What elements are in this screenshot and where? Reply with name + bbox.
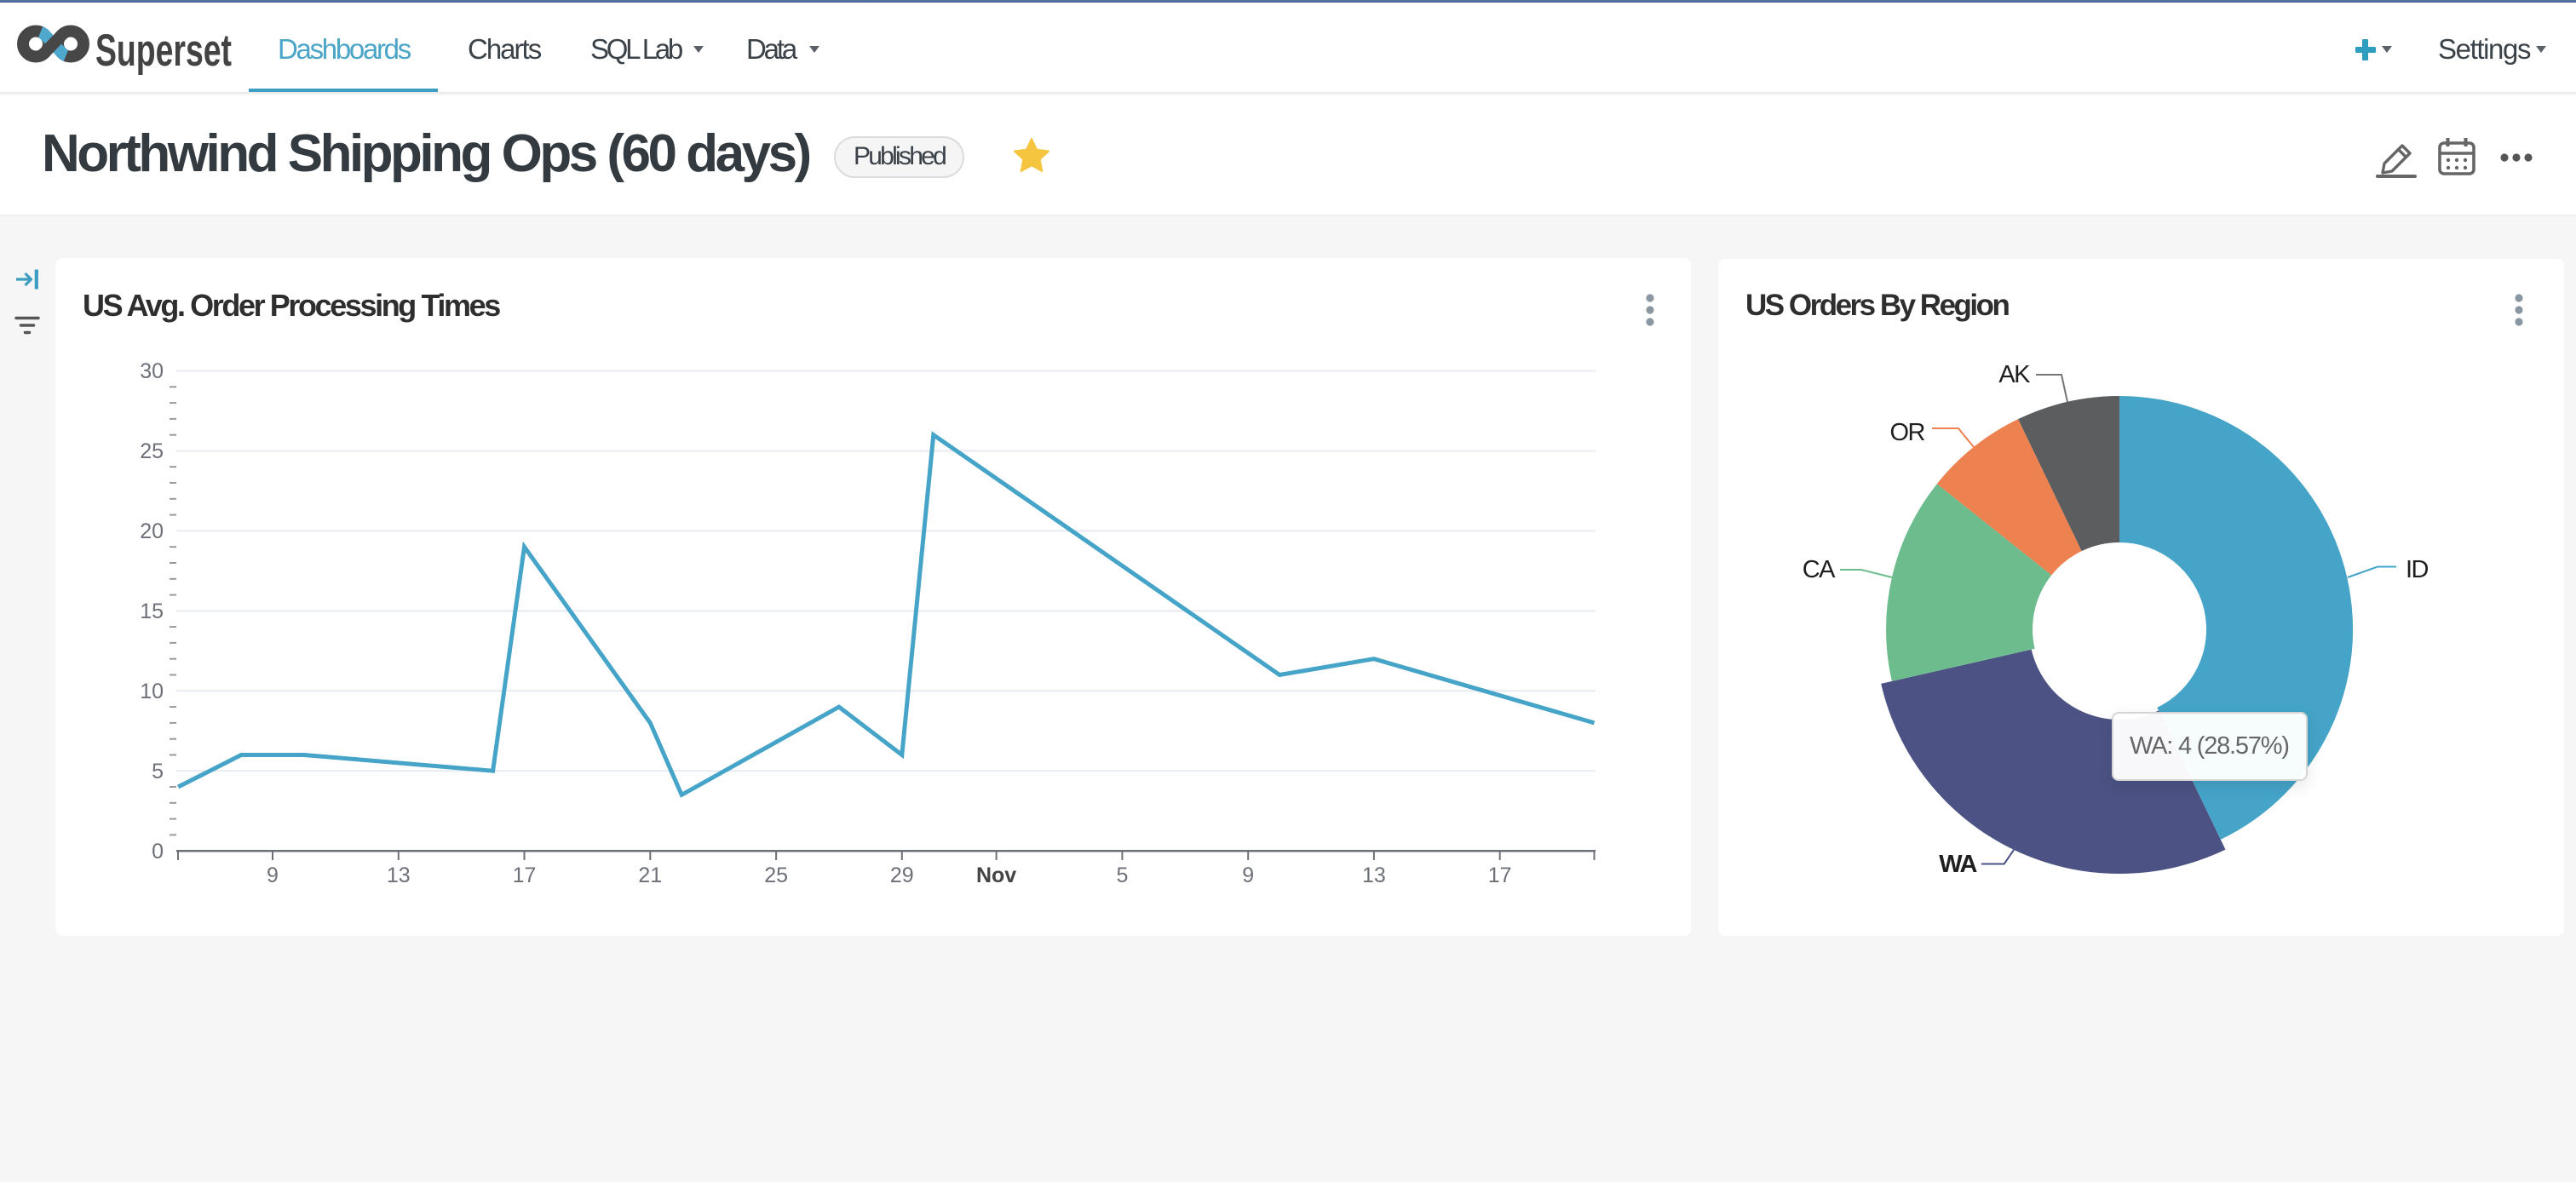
svg-text:9: 9	[267, 864, 279, 887]
svg-text:20: 20	[140, 519, 164, 543]
svg-text:5: 5	[1116, 864, 1128, 887]
svg-text:0: 0	[152, 840, 164, 864]
svg-text:13: 13	[1362, 864, 1386, 887]
svg-text:17: 17	[513, 864, 537, 887]
svg-text:Nov: Nov	[976, 864, 1016, 887]
svg-text:15: 15	[140, 600, 164, 623]
svg-text:Superset: Superset	[95, 26, 232, 76]
svg-text:5: 5	[152, 760, 164, 783]
svg-text:10: 10	[140, 680, 164, 703]
svg-text:30: 30	[140, 359, 164, 383]
svg-text:WA: WA	[1939, 851, 1977, 878]
svg-text:AK: AK	[1998, 361, 2031, 388]
svg-text:CA: CA	[1803, 556, 1836, 583]
svg-text:OR: OR	[1890, 419, 1925, 446]
svg-text:25: 25	[764, 864, 788, 887]
svg-text:25: 25	[140, 439, 164, 463]
svg-text:9: 9	[1242, 864, 1254, 887]
svg-text:ID: ID	[2406, 556, 2429, 583]
svg-text:13: 13	[387, 864, 411, 887]
svg-text:29: 29	[890, 864, 914, 887]
svg-text:17: 17	[1488, 864, 1512, 887]
svg-text:21: 21	[638, 864, 662, 887]
